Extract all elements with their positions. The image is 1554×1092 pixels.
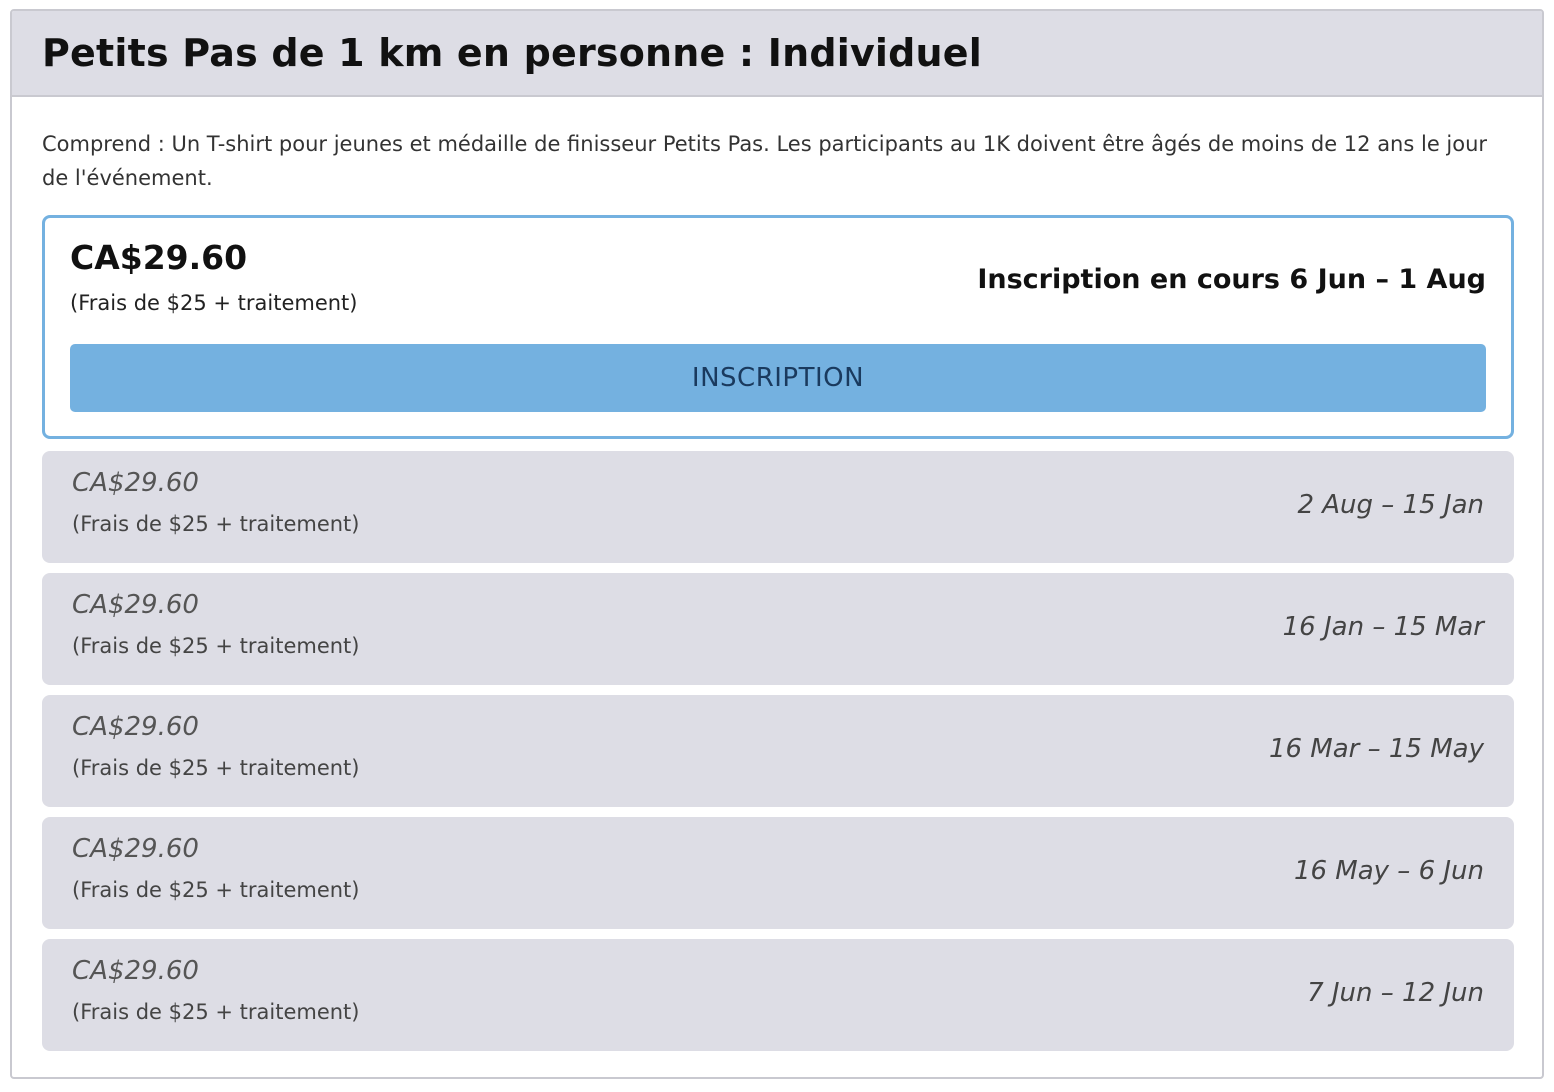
tier-price: CA$29.60 [72,590,199,620]
tier-fee: (Frais de $25 + traitement) [72,1000,360,1024]
page-title: Petits Pas de 1 km en personne : Individ… [42,31,983,75]
tier-fee: (Frais de $25 + traitement) [72,512,360,536]
tier-dates: 7 Jun – 12 Jun [1307,978,1484,1008]
active-tier-price: CA$29.60 [70,238,248,277]
price-tier: CA$29.60 (Frais de $25 + traitement) 16 … [42,817,1514,929]
tier-dates: 16 Jan – 15 Mar [1282,612,1484,642]
tier-dates: 16 Mar – 15 May [1268,734,1484,764]
card-header: Petits Pas de 1 km en personne : Individ… [12,11,1542,97]
active-tier-fee: (Frais de $25 + traitement) [70,291,358,315]
price-tier: CA$29.60 (Frais de $25 + traitement) 16 … [42,573,1514,685]
tier-price: CA$29.60 [72,712,199,742]
price-tier: CA$29.60 (Frais de $25 + traitement) 16 … [42,695,1514,807]
registration-status: Inscription en cours 6 Jun – 1 Aug [977,264,1486,295]
tier-price: CA$29.60 [72,956,199,986]
tier-fee: (Frais de $25 + traitement) [72,756,360,780]
price-tier: CA$29.60 (Frais de $25 + traitement) 7 J… [42,939,1514,1051]
description-text: Comprend : Un T-shirt pour jeunes et méd… [42,132,1488,190]
register-button[interactable]: INSCRIPTION [70,344,1486,412]
tier-price: CA$29.60 [72,834,199,864]
active-price-tier: CA$29.60 (Frais de $25 + traitement) Ins… [42,215,1514,439]
price-tier: CA$29.60 (Frais de $25 + traitement) 2 A… [42,451,1514,563]
tier-fee: (Frais de $25 + traitement) [72,634,360,658]
tier-dates: 2 Aug – 15 Jan [1297,490,1484,520]
tier-dates: 16 May – 6 Jun [1293,856,1484,886]
tier-price: CA$29.60 [72,468,199,498]
registration-card: Petits Pas de 1 km en personne : Individ… [10,9,1544,1079]
tier-fee: (Frais de $25 + traitement) [72,878,360,902]
